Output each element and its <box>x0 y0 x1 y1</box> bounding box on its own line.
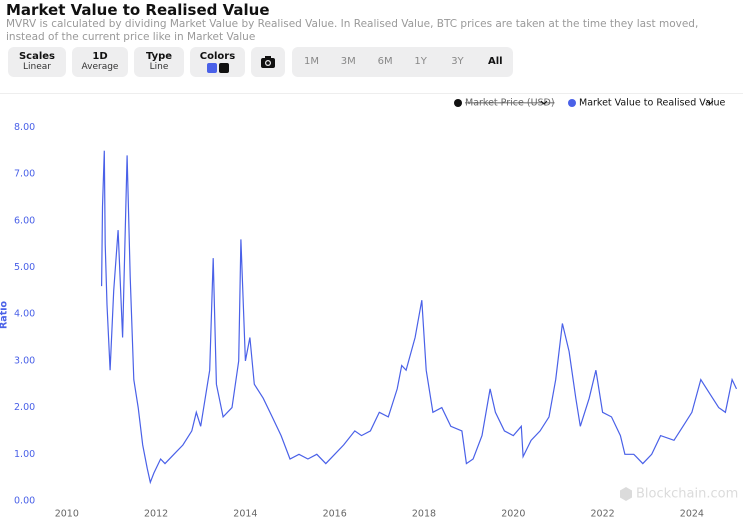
y-tick-label: 3.00 <box>14 355 35 366</box>
legend-chevron <box>540 100 548 105</box>
watermark-text: Blockchain.com <box>636 487 738 502</box>
screenshot-button[interactable] <box>251 47 285 77</box>
legend-marker <box>454 99 462 107</box>
camera-icon <box>261 56 275 68</box>
range-button[interactable]: 1M <box>304 56 319 67</box>
range-button[interactable]: 3M <box>340 56 356 67</box>
value: Average <box>81 62 119 72</box>
value: Line <box>149 62 169 72</box>
y-tick-label: 6.00 <box>14 215 35 226</box>
y-tick-label: 4.00 <box>14 309 35 320</box>
x-tick-label: 2016 <box>323 509 347 519</box>
y-axis-label: Ratio <box>0 301 10 330</box>
label: 1D <box>92 51 108 62</box>
legend-label[interactable]: Market Value to Realised Value <box>579 98 726 109</box>
x-tick-label: 2020 <box>501 509 525 519</box>
color-swatch[interactable] <box>218 63 229 73</box>
label: Type <box>145 51 173 62</box>
interval-button[interactable]: 1D Average <box>72 47 128 77</box>
range-button[interactable]: 3Y <box>451 56 464 67</box>
legend-marker <box>568 99 576 107</box>
x-tick-label: 2022 <box>590 509 614 519</box>
range-button[interactable]: 6M <box>377 56 393 67</box>
range-button[interactable]: 1Y <box>414 56 427 67</box>
y-tick-label: 0.00 <box>14 496 35 507</box>
watermark: Blockchain.com <box>620 487 738 502</box>
legend-chevron <box>706 100 714 105</box>
y-tick-label: 8.00 <box>14 122 35 133</box>
value: Linear <box>23 62 51 72</box>
watermark-icon <box>620 487 632 501</box>
description: MVRV is calculated by dividing Market Va… <box>6 18 699 43</box>
color-swatch[interactable] <box>206 63 217 73</box>
scales-button[interactable]: Scales Linear <box>8 47 66 77</box>
y-tick-label: 5.00 <box>14 262 35 273</box>
x-tick-label: 2014 <box>233 509 257 519</box>
x-tick-label: 2010 <box>55 509 79 519</box>
y-tick-label: 2.00 <box>14 402 35 413</box>
chart: Ratio Blockchain.com 0.00 1.00 2.00 3.00 4.0… <box>0 93 743 519</box>
x-tick-label: 2012 <box>144 509 168 519</box>
x-tick-label: 2024 <box>680 509 704 519</box>
title: Market Value to Realised Value <box>6 1 270 19</box>
label: Scales <box>18 51 56 62</box>
label: Colors <box>199 51 236 62</box>
y-tick-label: 7.00 <box>14 169 35 180</box>
range-button[interactable]: All <box>488 56 503 67</box>
y-tick-label: 1.00 <box>14 449 35 460</box>
colors-button[interactable]: Colors <box>190 47 245 77</box>
range-group: 1M 3M 6M 1Y 3Y All <box>292 47 513 77</box>
type-button[interactable]: Type Line <box>134 47 184 77</box>
legend-label[interactable]: Market Price (USD) <box>465 98 555 109</box>
swatches <box>190 62 245 77</box>
series-line <box>101 150 738 485</box>
x-tick-label: 2018 <box>412 509 436 519</box>
